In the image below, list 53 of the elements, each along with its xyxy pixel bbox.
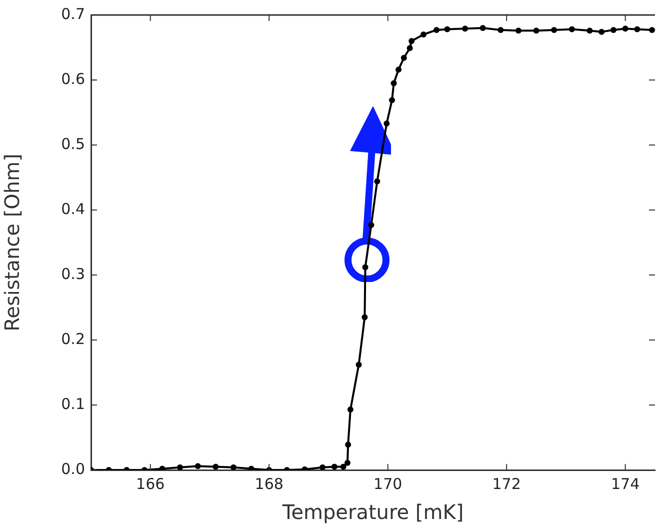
point	[362, 314, 368, 320]
point	[331, 464, 338, 470]
point	[320, 464, 326, 470]
point	[649, 26, 655, 33]
y-tick-label: 0.6	[61, 70, 85, 88]
point	[345, 442, 352, 448]
x-axis-title: Temperature [mK]	[281, 500, 464, 524]
y-tick-label: 0.5	[61, 134, 85, 153]
point	[515, 28, 522, 34]
point	[384, 120, 390, 127]
point	[551, 26, 558, 33]
point	[390, 80, 397, 86]
y-tick-label: 0.1	[61, 394, 85, 413]
point	[420, 32, 426, 38]
point	[194, 463, 201, 470]
y-axis-title: Resistance [Ohm]	[0, 154, 24, 332]
point	[434, 26, 440, 33]
x-tick-label: 172	[492, 474, 521, 493]
x-tick-label: 174	[610, 474, 640, 493]
point	[498, 26, 504, 33]
point	[634, 26, 640, 32]
point	[406, 45, 413, 52]
y-tick-label: 0.0	[61, 460, 85, 478]
point	[533, 28, 540, 34]
x-tick-label: 166	[136, 474, 165, 493]
point	[362, 264, 368, 270]
point	[340, 464, 346, 470]
point	[389, 97, 395, 104]
point	[344, 460, 350, 466]
point	[230, 464, 236, 470]
point	[212, 464, 219, 470]
point	[610, 26, 616, 33]
point	[177, 464, 184, 470]
y-tick-label: 0.4	[61, 200, 85, 218]
point	[598, 28, 605, 35]
point	[396, 66, 402, 73]
point	[356, 362, 362, 368]
point	[374, 178, 380, 184]
x-tick-label: 170	[374, 474, 402, 493]
point	[568, 26, 575, 32]
point	[400, 54, 407, 61]
point	[368, 222, 374, 228]
point	[622, 26, 628, 32]
point	[462, 26, 468, 32]
x-tick-label: 168	[254, 474, 284, 493]
y-tick-label: 0.2	[61, 330, 85, 348]
point	[347, 406, 354, 413]
y-tick-label: 0.3	[61, 264, 85, 283]
point	[408, 38, 415, 44]
point	[586, 28, 593, 34]
point	[480, 25, 486, 31]
y-tick-label: 0.7	[61, 4, 85, 23]
point	[444, 26, 450, 32]
